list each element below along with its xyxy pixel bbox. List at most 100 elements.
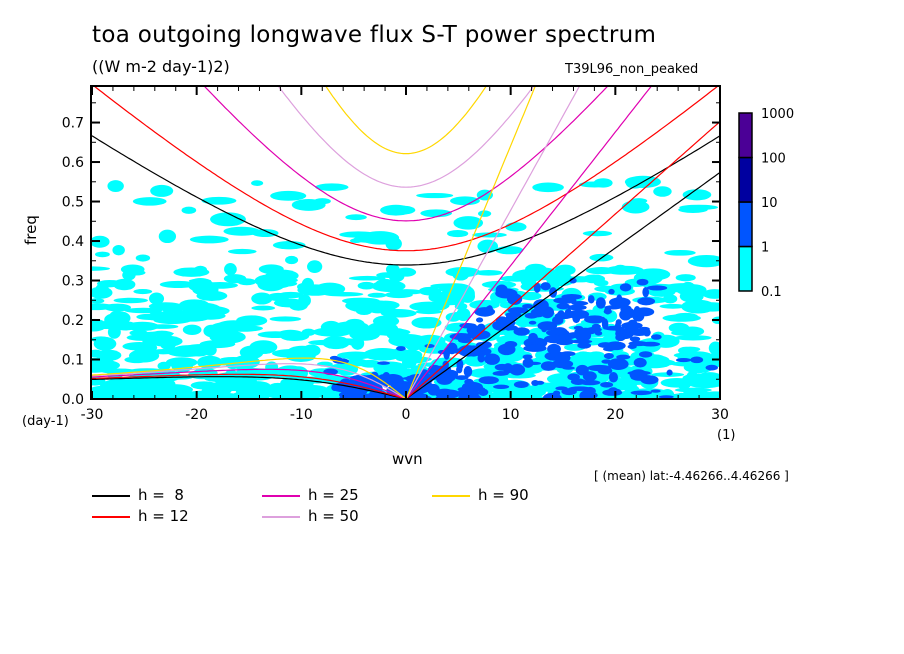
field-cell-low [189, 235, 229, 244]
field-cell-mid [459, 322, 477, 329]
x-tick-label: 30 [711, 407, 729, 423]
field-cell-low [702, 289, 720, 299]
legend-label: h = 12 [138, 507, 189, 525]
field-cell-low [416, 192, 454, 199]
field-cell-low [681, 281, 695, 291]
x-tick-label: 10 [502, 407, 520, 423]
field-cell-low [532, 182, 564, 193]
field-cell-mid [608, 387, 618, 393]
legend-swatch [92, 516, 130, 518]
er1-curve-h90 [92, 357, 407, 399]
field-cell-low [153, 316, 192, 325]
legend-label: h = 8 [138, 486, 184, 504]
field-cell-low [312, 327, 353, 337]
field-cell-mid [579, 390, 594, 399]
field-cell-low [372, 315, 400, 327]
field-cell-low [313, 198, 331, 205]
field-cell-low [104, 313, 127, 327]
field-cell-mid [540, 282, 551, 291]
ig1-curve-h12 [94, 87, 718, 252]
y-tick-label: 0.2 [62, 313, 84, 329]
field-cell-low [428, 292, 441, 302]
ig1-curve-h25 [204, 87, 608, 222]
field-cell-mid [605, 341, 626, 351]
colorbar-segment [738, 156, 753, 203]
field-cell-mid [391, 382, 404, 390]
field-cell-low [286, 351, 316, 362]
field-cell-low [122, 342, 157, 351]
field-cell-mid [619, 309, 632, 321]
colorbar-label: 1 [761, 241, 769, 256]
field-cell-low [149, 292, 165, 305]
field-cell-low [447, 230, 469, 238]
field-cell-mid [629, 330, 638, 334]
field-cell-mid [614, 321, 622, 334]
y-tick-label: 0.1 [62, 353, 84, 369]
field-cell-low [420, 209, 452, 218]
y-tick-label: 0.7 [62, 116, 84, 132]
colorbar-label: 0.1 [761, 285, 782, 300]
field-cell-mid [540, 361, 557, 371]
field-cell-mid [377, 361, 390, 365]
field-cell-low [678, 206, 708, 213]
colorbar-label: 100 [761, 152, 786, 167]
field-cell-low [708, 341, 720, 355]
field-cell-mid [350, 394, 374, 399]
field-cell-low [582, 230, 613, 237]
field-cell-low [307, 260, 323, 273]
field-cell-mid [533, 282, 541, 293]
legend-label: h = 90 [478, 486, 529, 504]
field-cell-low [288, 299, 309, 311]
colorbar: 0.1 1 10 100 1000 [738, 107, 794, 300]
field-cell-mid [616, 294, 623, 305]
field-cell-low [158, 229, 177, 244]
field-cell-low [588, 351, 605, 359]
field-cell-mid [444, 372, 456, 382]
legend-swatch [262, 495, 300, 497]
field-cell-mid [551, 359, 574, 369]
field-cell-low [315, 183, 349, 191]
field-cell-mid [650, 389, 661, 393]
field-cell-mid [650, 334, 662, 340]
x-tick-label: -10 [290, 407, 313, 423]
field-cell-mid [382, 371, 390, 379]
field-cell-low [249, 340, 278, 354]
legend-label: h = 50 [308, 507, 359, 525]
field-cell-low [216, 320, 251, 331]
field-cell-mid [427, 383, 440, 396]
field-cell-mid [476, 317, 484, 323]
field-cell-low [474, 269, 503, 276]
field-cell-mid [527, 361, 542, 365]
ig1-curve-h50 [278, 87, 534, 188]
field-cell-low [95, 251, 110, 258]
field-cell-mid [523, 344, 547, 352]
field-cell-low [113, 278, 136, 291]
x-axis-unit: (1) [717, 428, 736, 443]
field-cell-low [367, 292, 387, 298]
field-cell-mid [513, 381, 529, 388]
colorbar-segment [738, 112, 753, 159]
field-cell-mid [528, 320, 537, 325]
field-cell-low [290, 333, 308, 339]
field-cell-mid [522, 303, 534, 309]
field-cell-mid [492, 371, 509, 376]
field-cell-low [112, 244, 125, 256]
field-cell-low [357, 281, 376, 290]
y-tick-label: 0.0 [62, 392, 84, 408]
field-cell-mid [437, 391, 454, 399]
er1-curve-h12 [92, 373, 407, 399]
field-cell-low [434, 302, 450, 310]
field-cell-low [430, 283, 468, 289]
field-cell-mid [493, 384, 510, 390]
field-cell-mid [507, 307, 529, 314]
colorbar-segment [738, 245, 753, 292]
field-cell-low [188, 278, 212, 283]
x-tick-label: -20 [185, 407, 208, 423]
field-cell-mid [454, 375, 469, 380]
field-cell-low [384, 291, 413, 299]
field-cell-low [672, 312, 699, 321]
field-cell-mid [495, 288, 518, 299]
field-cell-mid [424, 343, 435, 348]
field-cell-low [266, 269, 299, 282]
field-cell-low [285, 255, 299, 265]
